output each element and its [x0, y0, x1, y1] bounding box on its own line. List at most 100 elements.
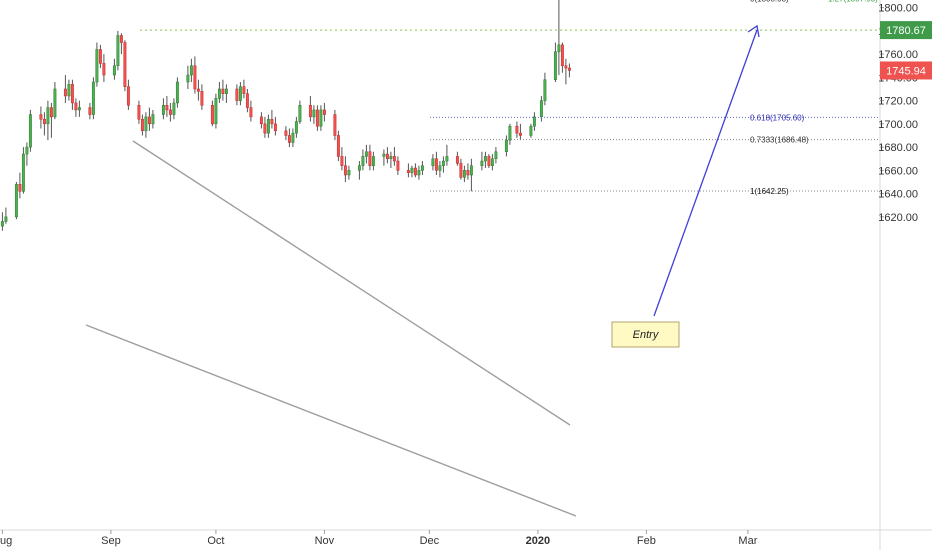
candle-body: [140, 118, 144, 132]
candle-body: [210, 105, 214, 125]
candle-body: [529, 125, 533, 136]
fib-label-0618: 0.618(1705.60): [750, 113, 805, 122]
candle-body: [214, 98, 218, 125]
candle-body: [74, 102, 78, 111]
candle-body: [487, 156, 491, 166]
candle-body: [91, 81, 95, 115]
candle-body: [539, 100, 543, 118]
y-tick-label: 1760.00: [878, 49, 918, 61]
candle-body: [564, 65, 568, 69]
candle-body: [161, 105, 165, 115]
price-badge-current: [880, 61, 932, 80]
candle-body: [242, 86, 246, 94]
candle-body: [21, 153, 25, 192]
candle-body: [259, 116, 263, 125]
fib-label-ext: 1.27(1807.93): [828, 0, 878, 3]
candle-body: [312, 109, 316, 118]
candle-body: [168, 109, 172, 115]
candle-body: [266, 118, 270, 134]
candle-body: [494, 151, 498, 159]
overlays: 0(1808.08) 1.27(1807.93) 0.618(1705.60) 0.7…: [85, 0, 880, 517]
candle-body: [410, 167, 414, 173]
candle-body: [466, 170, 470, 176]
fib-label-07333: 0.7333(1686.48): [750, 136, 809, 145]
candle-body: [543, 79, 547, 101]
candle-body: [420, 165, 424, 171]
candle-body: [172, 102, 176, 115]
candle-body: [147, 116, 151, 125]
candle-body: [151, 114, 155, 125]
candle-body: [455, 156, 459, 164]
candle-body: [0, 221, 4, 227]
candle-body: [357, 165, 361, 171]
candle-body: [438, 165, 442, 171]
x-tick-label: 2020: [526, 535, 550, 547]
candle-body: [333, 114, 337, 136]
candle-body: [417, 170, 421, 176]
candle-body: [445, 156, 449, 162]
candle-body: [336, 135, 340, 157]
entry-label: Entry: [633, 329, 660, 341]
x-tick-label: Aug: [0, 535, 12, 547]
fib-label-one: 1(1642.25): [750, 187, 789, 196]
candle-body: [245, 93, 249, 108]
candle-body: [368, 151, 372, 166]
candle-body: [235, 88, 239, 101]
candle-body: [49, 107, 53, 118]
candle-body: [389, 156, 393, 159]
candle-body: [123, 42, 127, 87]
candle-body: [291, 132, 295, 143]
candle-body: [431, 158, 435, 166]
candle-body: [221, 88, 225, 94]
candle-body: [102, 63, 106, 76]
candle-body: [287, 135, 291, 143]
entry-box: [611, 321, 680, 348]
candle-body: [98, 49, 102, 64]
candle-body: [95, 49, 99, 83]
candle-body: [67, 84, 71, 97]
candle-body: [315, 109, 319, 127]
x-tick-label: Oct: [207, 535, 224, 547]
x-tick-label: Mar: [738, 535, 757, 547]
candle-body: [28, 114, 32, 148]
y-tick-label: 1640.00: [878, 189, 918, 201]
y-tick-label: 1680.00: [878, 142, 918, 154]
candle-body: [116, 35, 120, 66]
candle-body: [14, 184, 18, 218]
candle-body: [63, 88, 67, 97]
candle-body: [273, 123, 277, 132]
candle-body: [249, 107, 253, 118]
projection-arrow-head: [747, 24, 760, 38]
x-axis: Aug Sep Oct Nov Dec 2020 Feb Mar: [0, 529, 932, 547]
y-axis: 1620.00 1640.00 1660.00 1680.00 1700.00 1720.…: [878, 0, 932, 550]
candle-body: [186, 74, 190, 83]
candle-body: [340, 156, 344, 166]
candle-body: [46, 107, 50, 125]
candle-body: [469, 165, 473, 176]
candle-body: [557, 44, 561, 53]
candle-body: [515, 125, 519, 134]
candle-body: [263, 123, 267, 134]
candle-body: [144, 116, 148, 132]
candle-body: [483, 156, 487, 162]
candle-body: [189, 65, 193, 76]
trendline-lower: [85, 324, 577, 517]
candle-body: [112, 65, 116, 76]
y-tick-label: 1720.00: [878, 96, 918, 108]
candle-body: [70, 84, 74, 104]
plot-area: [0, 0, 571, 231]
candle-body: [480, 160, 484, 166]
candle-body: [504, 139, 508, 153]
candle-body: [508, 125, 512, 141]
candle-body: [364, 151, 368, 157]
x-tick-label: Nov: [315, 535, 335, 547]
candle-body: [392, 156, 396, 162]
candle-body: [490, 158, 494, 166]
x-tick-label: Feb: [637, 535, 656, 547]
y-tick-label: 1620.00: [878, 212, 918, 224]
candle-body: [217, 88, 221, 99]
price-badge-current-text: 1745.94: [886, 65, 926, 77]
price-badge-upper: [880, 21, 932, 40]
